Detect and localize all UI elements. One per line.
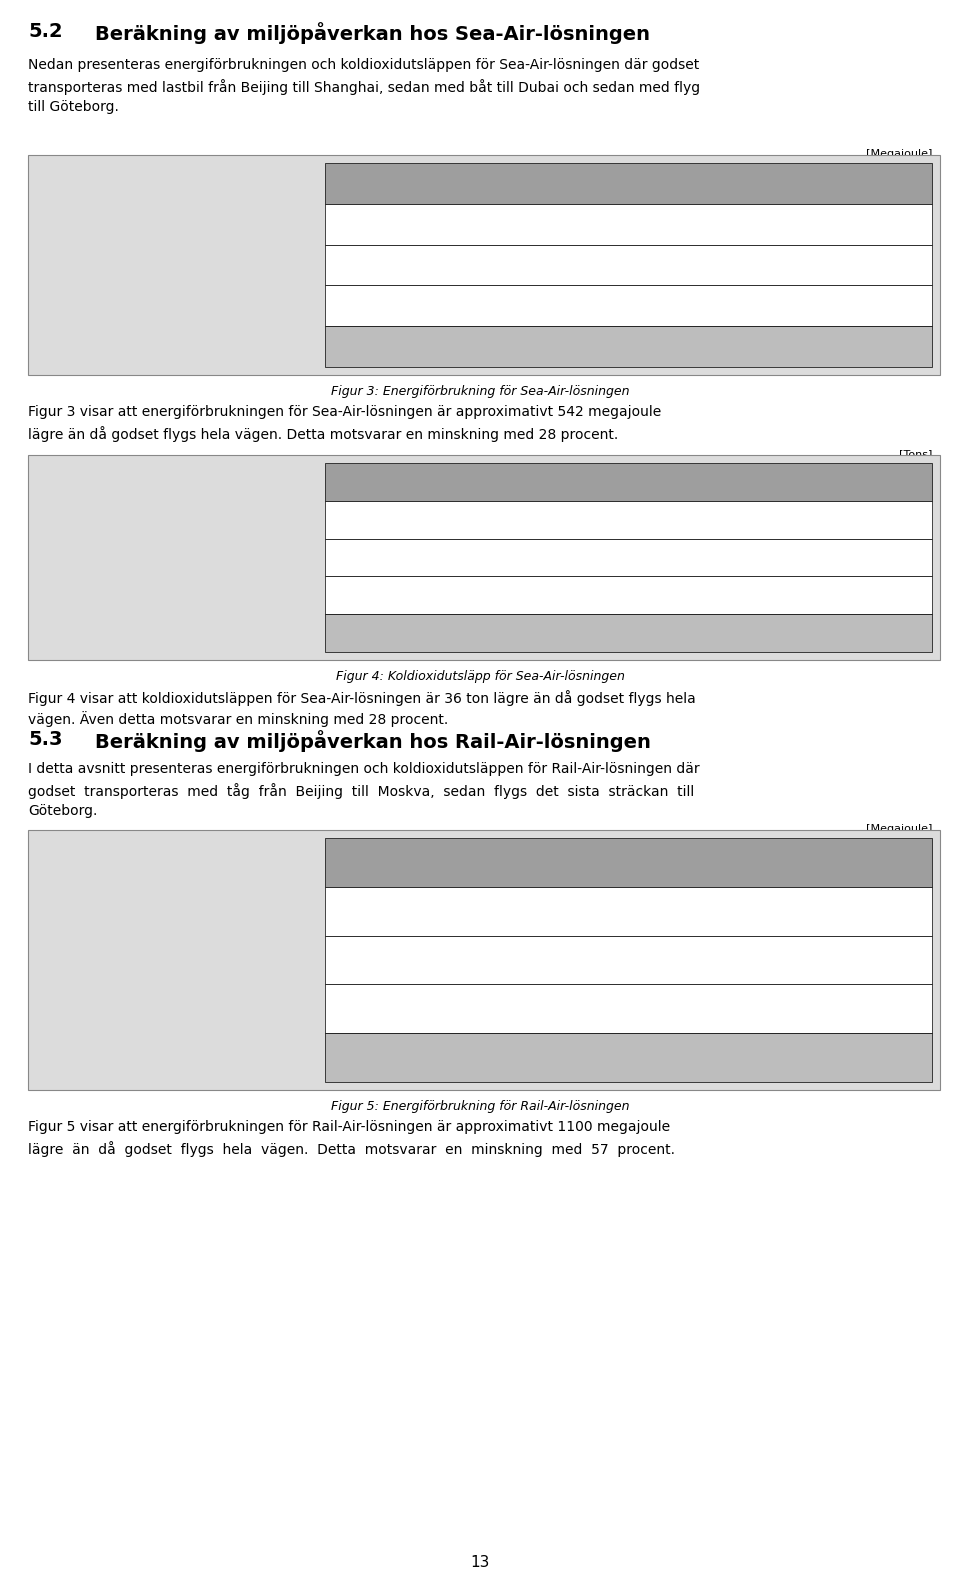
- Text: 45.131: 45.131: [887, 218, 926, 230]
- Text: I detta avsnitt presenteras energiförbrukningen och koldioxidutsläppen för Rail-: I detta avsnitt presenteras energiförbru…: [28, 761, 700, 776]
- Text: [Tons]: [Tons]: [263, 473, 302, 483]
- Text: 13: 13: [470, 1555, 490, 1570]
- Text: PEK-GÖT: PEK-GÖT: [872, 858, 926, 867]
- Text: [Tons]: [Tons]: [899, 450, 932, 459]
- Text: 69.981: 69.981: [887, 955, 926, 966]
- Text: 5.3: 5.3: [28, 730, 62, 749]
- Text: 1.705: 1.705: [895, 905, 926, 917]
- Text: lägre än då godset flygs hela vägen. Detta motsvarar en minskning med 28 procent: lägre än då godset flygs hela vägen. Det…: [28, 426, 618, 442]
- Text: Nedan presenteras energiförbrukningen och koldioxidutsläppen för Sea-Air-lösning: Nedan presenteras energiförbrukningen oc…: [28, 59, 699, 71]
- Text: Sum: Sum: [331, 1053, 358, 1062]
- Bar: [143, 627, 249, 632]
- Text: 769.226: 769.226: [880, 1004, 926, 1013]
- Text: Sea ship: Sea ship: [331, 590, 378, 600]
- Legend: Truck, Airplane, Sea ship: Truck, Airplane, Sea ship: [230, 489, 298, 532]
- Text: Truck: Truck: [331, 514, 361, 524]
- Text: till Göteborg.: till Göteborg.: [28, 100, 119, 114]
- Text: Train: Train: [331, 955, 358, 966]
- Text: [Megajoule]: [Megajoule]: [866, 825, 932, 834]
- Text: Figur 4: Koldioxidutsläpp för Sea-Air-lösningen: Figur 4: Koldioxidutsläpp för Sea-Air-lö…: [336, 670, 624, 682]
- Text: Beräkning av miljöpåverkan hos Rail-Air-lösningen: Beräkning av miljöpåverkan hos Rail-Air-…: [95, 730, 651, 752]
- Text: Beräkning av miljöpåverkan hos Sea-Air-lösningen: Beräkning av miljöpåverkan hos Sea-Air-l…: [95, 22, 650, 44]
- Text: Sum: Sum: [331, 628, 358, 638]
- Text: 5.2: 5.2: [28, 22, 62, 41]
- Bar: [143, 1046, 249, 1062]
- Text: Figur 4 visar att koldioxidutsläppen för Sea-Air-lösningen är 36 ton lägre än då: Figur 4 visar att koldioxidutsläppen för…: [28, 690, 696, 706]
- Text: Figur 3: Energiförbrukning för Sea-Air-lösningen: Figur 3: Energiförbrukning för Sea-Air-l…: [331, 385, 629, 397]
- Legend: Train, Truck, Airplane: Train, Truck, Airplane: [231, 864, 298, 907]
- Text: vägen. Även detta motsvarar en minskning med 28 procent.: vägen. Även detta motsvarar en minskning…: [28, 711, 448, 727]
- Text: 1: 1: [919, 590, 926, 600]
- Text: 1.393.638: 1.393.638: [870, 342, 926, 351]
- Text: 3: 3: [919, 514, 926, 524]
- Text: 88: 88: [912, 552, 926, 562]
- Text: 93: 93: [912, 628, 926, 638]
- Text: Göteborg.: Göteborg.: [28, 804, 97, 818]
- Text: Figur 5: Energiförbrukning för Rail-Air-lösningen: Figur 5: Energiförbrukning för Rail-Air-…: [331, 1100, 629, 1113]
- Bar: [143, 236, 249, 344]
- Text: Figur 5 visar att energiförbrukningen för Rail-Air-lösningen är approximativt 11: Figur 5 visar att energiförbrukningen fö…: [28, 1121, 670, 1133]
- Bar: [143, 874, 249, 1046]
- Text: PEK-GÖT: PEK-GÖT: [872, 179, 926, 188]
- Text: 840.912: 840.912: [880, 1053, 926, 1062]
- Text: Truck: Truck: [331, 905, 361, 917]
- Text: PEK-GÖT: PEK-GÖT: [872, 476, 926, 488]
- Bar: [143, 499, 249, 627]
- Text: Truck: Truck: [331, 218, 361, 230]
- Text: lägre  än  då  godset  flygs  hela  vägen.  Detta  motsvarar  en  minskning  med: lägre än då godset flygs hela vägen. Det…: [28, 1141, 675, 1157]
- Text: 19.306: 19.306: [887, 301, 926, 310]
- Legend: Truck, Airplane, Sea ship: Truck, Airplane, Sea ship: [230, 190, 298, 233]
- Text: Sum: Sum: [331, 342, 358, 351]
- Text: Figur 3 visar att energiförbrukningen för Sea-Air-lösningen är approximativt 542: Figur 3 visar att energiförbrukningen fö…: [28, 405, 661, 419]
- Text: [Megajoule]: [Megajoule]: [866, 149, 932, 158]
- Text: [Megajoule]: [Megajoule]: [228, 848, 302, 858]
- Text: [Megajoule]: [Megajoule]: [228, 173, 302, 184]
- Text: 1.329.202: 1.329.202: [869, 260, 926, 271]
- Text: Sea ship: Sea ship: [331, 301, 378, 310]
- Text: Airplane: Airplane: [331, 260, 377, 271]
- Text: Airplane: Airplane: [331, 552, 377, 562]
- Bar: [143, 344, 249, 347]
- Text: godset  transporteras  med  tåg  från  Beijing  till  Moskva,  sedan  flygs  det: godset transporteras med tåg från Beijin…: [28, 784, 694, 799]
- Text: transporteras med lastbil från Beijing till Shanghai, sedan med båt till Dubai o: transporteras med lastbil från Beijing t…: [28, 79, 700, 95]
- Text: Airplane: Airplane: [331, 1004, 377, 1013]
